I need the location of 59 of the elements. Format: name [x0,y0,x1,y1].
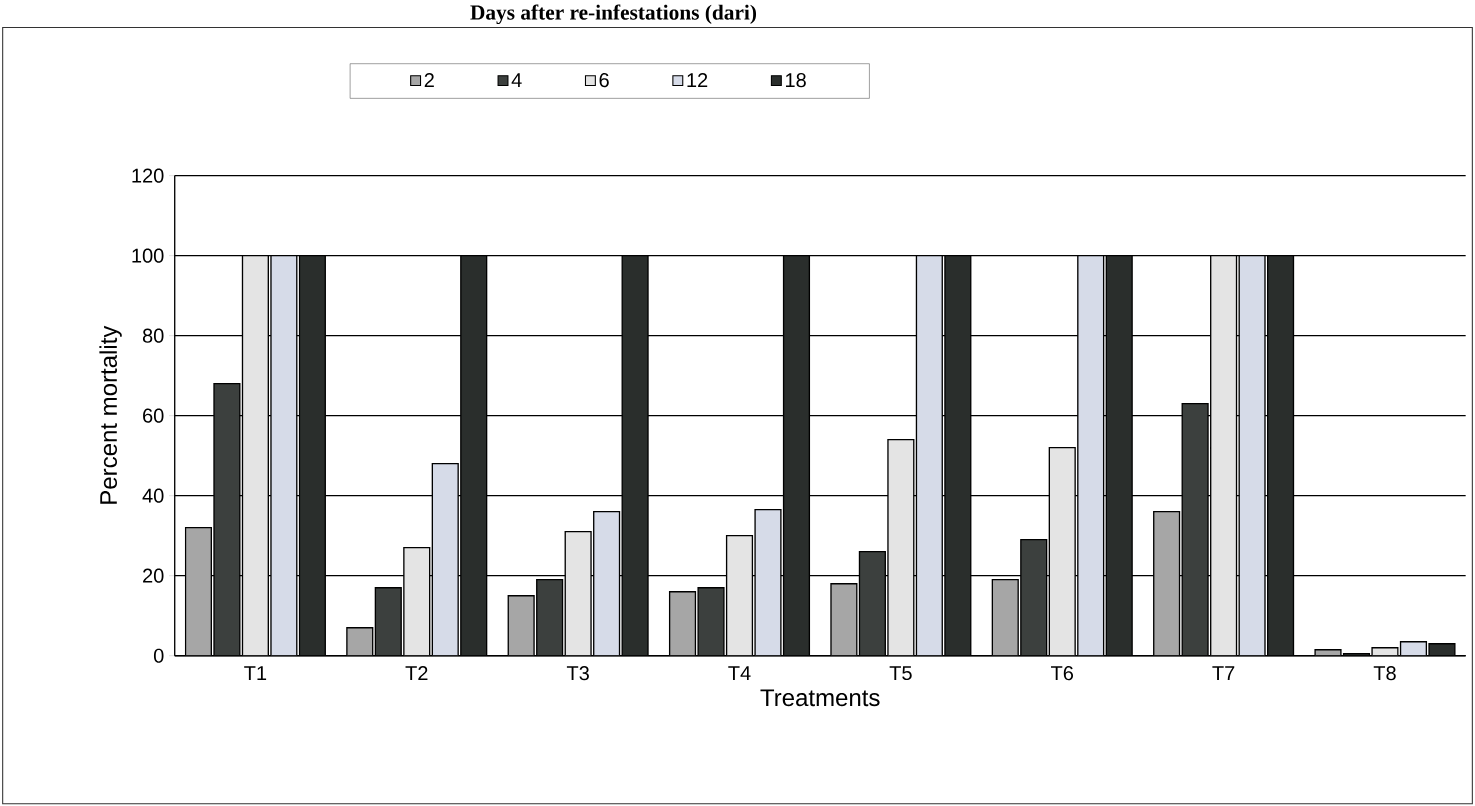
bar [1267,255,1294,656]
y-tick-label: 20 [143,568,164,583]
bar [214,383,240,656]
bar [536,579,563,656]
bar [1239,255,1265,656]
bar [346,627,373,656]
bar [1077,255,1104,656]
legend-label: 12 [687,72,708,87]
bar [622,255,649,656]
bar [403,547,430,656]
x-tick-label: T8 [1373,665,1396,681]
bar [783,255,810,656]
y-tick-label: 80 [142,328,164,343]
legend-label: 6 [599,72,609,87]
legend-label: 4 [511,72,522,87]
x-tick-label: T4 [728,665,751,680]
x-tick-label: T3 [566,665,589,681]
bar [1106,255,1133,656]
bar [726,535,753,656]
bar [992,579,1019,656]
bar [859,551,886,656]
y-tick-label: 100 [132,248,164,263]
y-axis-title: Percent mortality [99,325,122,504]
y-tick-label: 40 [142,488,164,503]
bar [270,255,297,656]
x-tick-label: T1 [244,665,267,680]
bar [1399,640,1428,656]
bar [669,591,696,656]
bar [1153,511,1180,656]
legend-label: 18 [786,72,806,87]
bar [565,531,592,656]
bar [830,583,857,656]
bar [432,463,459,656]
x-axis-title: Treatments [760,689,880,706]
y-tick-label: 120 [132,168,164,183]
bar [1210,255,1237,656]
bar [299,255,326,656]
bar [1020,539,1047,656]
legend-label: 2 [424,72,434,87]
x-tick-label: T2 [405,665,428,680]
bar [698,587,724,656]
bar [887,439,914,656]
bar [460,255,487,656]
bar [944,255,971,656]
bar [755,509,781,656]
bar [1049,447,1076,656]
bar [242,255,269,656]
x-tick-label: T6 [1051,665,1074,681]
bar [508,595,535,656]
x-tick-label: T5 [889,665,912,680]
x-tick-label: T7 [1212,665,1235,680]
y-tick-label: 0 [153,648,164,663]
bar [375,587,402,656]
y-tick-label: 60 [143,408,164,423]
bar [916,255,943,656]
bar [1182,403,1209,656]
chart-title: Days after re-infestations (dari) [470,4,757,24]
bar [593,511,620,656]
bar [185,527,212,656]
